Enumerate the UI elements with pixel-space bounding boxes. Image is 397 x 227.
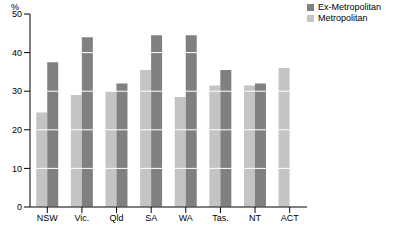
html-text:Metropolitan: Metropolitan (318, 13, 368, 23)
html-text:Ex-Metropolitan: Ex-Metropolitan (318, 2, 381, 12)
svg-text:20: 20 (12, 125, 22, 135)
svg-text:WA: WA (179, 213, 193, 223)
svg-text:Vic.: Vic. (75, 213, 90, 223)
svg-text:Qld: Qld (110, 213, 124, 223)
svg-text:30: 30 (12, 86, 22, 96)
svg-text:SA: SA (145, 213, 157, 223)
svg-text:NT: NT (249, 213, 261, 223)
svg-text:%: % (11, 2, 19, 12)
svg-text:0: 0 (17, 202, 22, 212)
svg-text:ACT: ACT (281, 213, 300, 223)
svg-text:NSW: NSW (37, 213, 59, 223)
svg-text:Tas.: Tas. (212, 213, 229, 223)
svg-text:50: 50 (12, 9, 22, 20)
svg-text:10: 10 (12, 164, 22, 174)
svg-text:40: 40 (12, 48, 22, 58)
